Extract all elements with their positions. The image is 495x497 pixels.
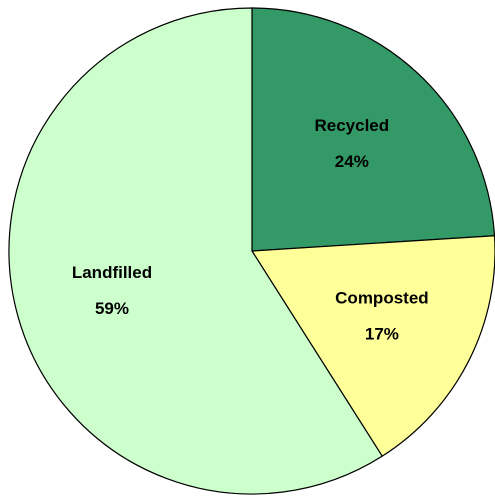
slice-value-label: 17% xyxy=(365,325,399,344)
slice-value-label: 24% xyxy=(335,152,369,171)
pie-slice xyxy=(251,7,495,252)
slice-label: Landfilled xyxy=(72,263,152,282)
slice-label: Recycled xyxy=(314,116,389,135)
pie-slice xyxy=(8,7,384,495)
slice-value-label: 59% xyxy=(95,299,129,318)
slice-label: Composted xyxy=(335,289,429,308)
